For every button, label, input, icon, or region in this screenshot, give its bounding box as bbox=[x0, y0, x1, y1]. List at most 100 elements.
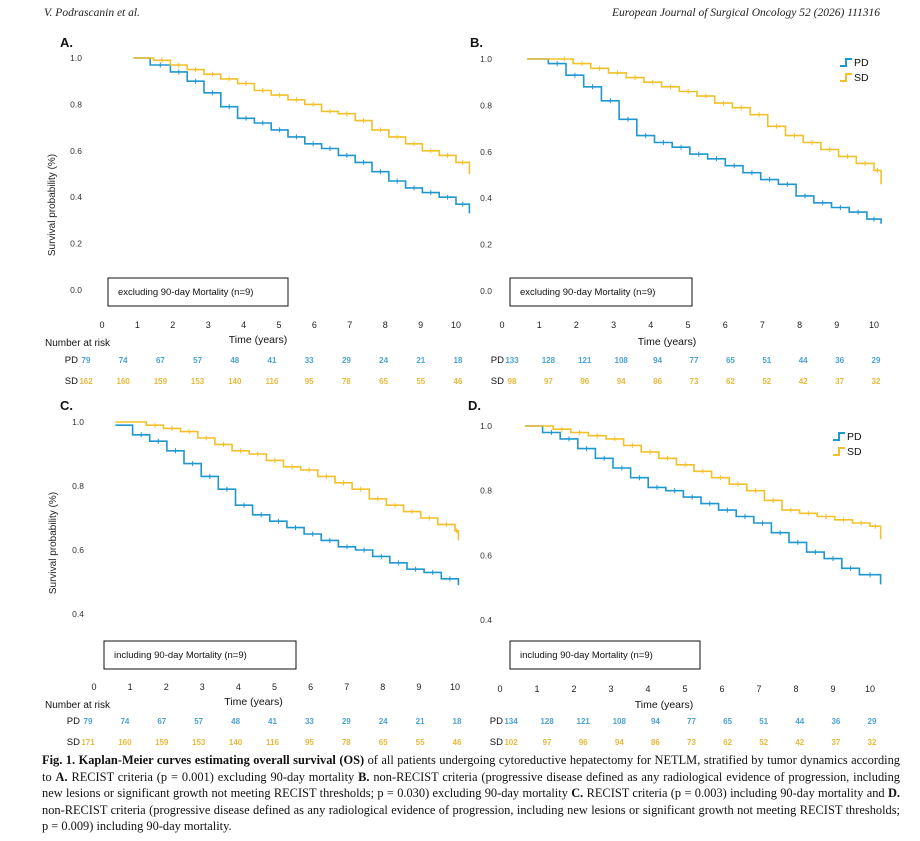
panel-c-risk-sd-value: 153 bbox=[192, 738, 206, 745]
panel-c-y-tick: 0.8 bbox=[72, 481, 84, 491]
panel-a-y-tick: 0.8 bbox=[70, 99, 82, 109]
panel-a-annotation: excluding 90-day Mortality (n=9) bbox=[118, 287, 253, 298]
panel-b-x-tick: 2 bbox=[574, 320, 579, 330]
panel-d-risk-sd-label: SD bbox=[490, 737, 503, 745]
panel-d-risk-sd-value: 102 bbox=[504, 738, 518, 745]
panel-b-label: B. bbox=[470, 35, 483, 50]
panel-d-risk-pd-value: 134 bbox=[504, 717, 518, 726]
panel-a-risk-sd-value: 46 bbox=[454, 377, 463, 386]
panel-c-risk-pd-value: 67 bbox=[157, 717, 166, 726]
panel-b-x-tick: 0 bbox=[499, 320, 504, 330]
panel-b-risk-pd-value: 65 bbox=[726, 356, 735, 365]
panel-d-x-tick: 5 bbox=[682, 684, 687, 694]
caption-label-b: B. bbox=[358, 769, 370, 784]
panel-c-label: C. bbox=[60, 398, 73, 413]
panel-a-risk-sd-value: 78 bbox=[342, 377, 351, 386]
panel-c-y-tick: 0.4 bbox=[72, 609, 84, 619]
panel-b-y-tick: 0.4 bbox=[480, 193, 492, 203]
panel-d-label: D. bbox=[468, 398, 481, 413]
panel-a-curve-sd bbox=[133, 57, 471, 174]
panel-d-risk-pd-value: 94 bbox=[651, 717, 660, 726]
panel-b-y-tick: 0.2 bbox=[480, 240, 492, 250]
panel-d-annotation: including 90-day Mortality (n=9) bbox=[520, 650, 653, 661]
panel-d-risk-sd-value: 97 bbox=[543, 738, 552, 745]
panel-b-risk-sd-value: 97 bbox=[544, 377, 553, 386]
kaplan-meier-figure: A. 1.0 0.8 0.6 0.4 0.2 0.0 Survival probability… bbox=[45, 35, 882, 745]
panel-a-annotation-box bbox=[107, 277, 289, 307]
panel-b-legend-swatch-pd bbox=[840, 58, 852, 67]
panel-c-risk-pd-value: 29 bbox=[342, 717, 351, 726]
caption-label-a: A. bbox=[55, 769, 68, 784]
panel-b-x-axis-label: Time (years) bbox=[638, 336, 697, 348]
panel-a-censor-marks-pd bbox=[159, 62, 464, 207]
panel-c-x-tick: 10 bbox=[450, 682, 460, 692]
panel-b-censor-marks-sd bbox=[563, 56, 878, 173]
panel-c-risk-sd-value: 171 bbox=[81, 738, 95, 745]
panel-b-x-tick: 1 bbox=[537, 320, 542, 330]
panel-a-number-at-risk-label: Number at risk bbox=[45, 338, 111, 349]
panel-d-x-tick: 6 bbox=[719, 684, 724, 694]
caption-text-3: non-RECIST criteria (progressive disease… bbox=[42, 769, 900, 801]
panel-d-annotation-box bbox=[509, 640, 701, 670]
panel-b-risk-pd-value: 51 bbox=[762, 356, 771, 365]
caption-fig-label: Fig. 1. bbox=[42, 753, 76, 767]
panel-d-legend-swatch-pd bbox=[833, 432, 845, 441]
panel-d-censor-marks-pd bbox=[550, 430, 871, 578]
panel-c-x-tick: 4 bbox=[236, 682, 241, 692]
panel-c-censor-marks-sd bbox=[154, 422, 458, 534]
panel-b-y-tick: 0.6 bbox=[480, 147, 492, 157]
panel-c-x-tick: 5 bbox=[272, 682, 277, 692]
panel-c-risk-sd-value: 95 bbox=[305, 738, 314, 745]
panel-b-y-tick: 1.0 bbox=[480, 54, 492, 64]
panel-c-x-axis-label: Time (years) bbox=[224, 696, 283, 708]
panel-d-risk-pd-value: 108 bbox=[613, 717, 627, 726]
panel-a-risk-pd-value: 29 bbox=[342, 356, 351, 365]
panel-b-legend-pd: PD bbox=[854, 57, 869, 69]
panel-c-risk-pd-value: 18 bbox=[453, 717, 462, 726]
panel-d-legend-swatch-sd bbox=[833, 447, 845, 456]
panel-a-x-tick: 7 bbox=[347, 320, 352, 330]
panel-d-x-tick: 10 bbox=[865, 684, 875, 694]
panel-a-risk-pd-value: 24 bbox=[379, 356, 388, 365]
panel-c-risk-sd-value: 140 bbox=[229, 738, 243, 745]
panel-a-x-tick: 0 bbox=[99, 320, 104, 330]
panel-d-risk-pd-value: 29 bbox=[868, 717, 877, 726]
running-header-journal: European Journal of Surgical Oncology 52… bbox=[612, 7, 880, 19]
panel-b-x-tick: 3 bbox=[611, 320, 616, 330]
caption-label-c: C. bbox=[571, 786, 584, 801]
panel-b-risk-sd-value: 32 bbox=[872, 377, 881, 386]
panel-d-x-axis-label: Time (years) bbox=[635, 699, 694, 711]
panel-d-x-tick: 7 bbox=[756, 684, 761, 694]
panel-b-risk-pd-value: 121 bbox=[578, 356, 592, 365]
caption-text-4: RECIST criteria (p = 0.003) including 90… bbox=[583, 786, 888, 801]
panel-c-x-tick: 0 bbox=[91, 682, 96, 692]
panel-c-risk-pd-value: 33 bbox=[305, 717, 314, 726]
panel-c-risk-pd-value: 48 bbox=[231, 717, 240, 726]
panel-d-curve-sd bbox=[525, 425, 882, 540]
panel-a-risk-pd-value: 33 bbox=[305, 356, 314, 365]
panel-d-x-tick: 1 bbox=[534, 684, 539, 694]
panel-d-risk-sd-value: 96 bbox=[579, 738, 588, 745]
panel-b-y-tick: 0.0 bbox=[480, 286, 492, 296]
panel-c-risk-pd-value: 24 bbox=[379, 717, 388, 726]
panel-b-legend-sd: SD bbox=[854, 72, 869, 84]
panel-a-risk-sd-value: 55 bbox=[416, 377, 425, 386]
panel-a-risk-sd-value: 140 bbox=[228, 377, 242, 386]
panel-d-risk-sd-value: 52 bbox=[759, 738, 768, 745]
panel-d-legend-sd: SD bbox=[847, 446, 862, 458]
panel-b-risk-sd-value: 73 bbox=[690, 377, 699, 386]
caption-text-5: non-RECIST criteria (progressive disease… bbox=[42, 802, 900, 834]
caption-text-2: RECIST criteria (p = 0.001) excluding 90… bbox=[67, 769, 359, 784]
panel-b-x-tick: 9 bbox=[834, 320, 839, 330]
panel-c-x-tick: 2 bbox=[164, 682, 169, 692]
panel-b-risk-pd-value: 44 bbox=[799, 356, 808, 365]
panel-c-risk-pd-value: 21 bbox=[416, 717, 425, 726]
panel-b-x-tick: 10 bbox=[869, 320, 879, 330]
panel-c-number-at-risk-label: Number at risk bbox=[45, 700, 111, 711]
panel-c-risk-sd-value: 116 bbox=[266, 738, 279, 745]
panel-b-risk-pd-value: 128 bbox=[542, 356, 556, 365]
panel-b-y-tick: 0.8 bbox=[480, 100, 492, 110]
panel-c-curve-sd bbox=[115, 421, 460, 541]
panel-a-y-tick: 0.0 bbox=[70, 285, 82, 295]
panel-c-risk-pd-value: 79 bbox=[84, 717, 93, 726]
